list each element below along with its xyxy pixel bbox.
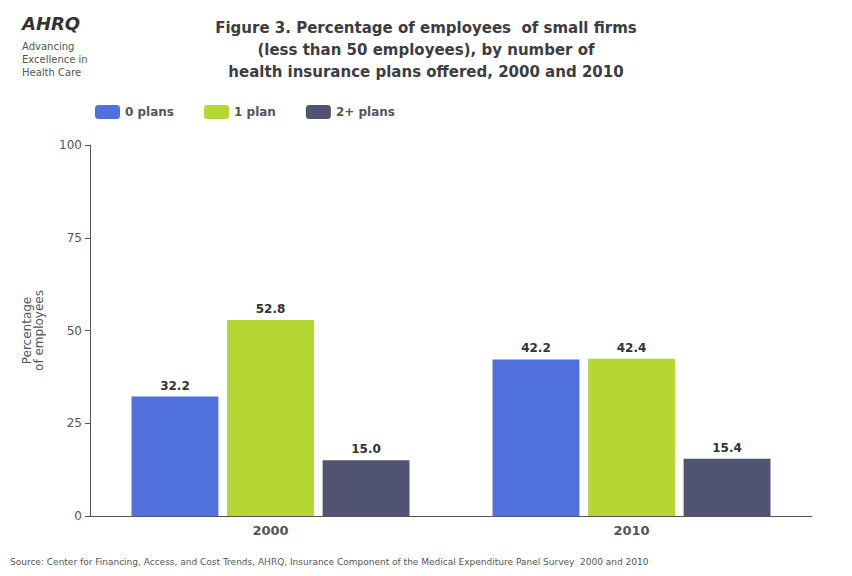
- svg-text:(less than 50 employees), by n: (less than 50 employees), by number of: [257, 41, 595, 59]
- svg-text:0: 0: [74, 509, 82, 523]
- svg-text:2+ plans: 2+ plans: [336, 105, 395, 119]
- svg-text:25: 25: [67, 416, 82, 430]
- svg-text:50: 50: [67, 324, 82, 338]
- svg-text:Figure 3. Percentage of employ: Figure 3. Percentage of employees of sma…: [215, 19, 637, 37]
- svg-text:Source: Center for Financing,: Source: Center for Financing, Access, an…: [10, 557, 649, 567]
- svg-text:Percentage: Percentage: [20, 296, 34, 365]
- svg-text:100: 100: [59, 138, 82, 152]
- svg-text:15.0: 15.0: [351, 442, 381, 456]
- svg-text:AHRQ: AHRQ: [20, 13, 80, 34]
- svg-text:health insurance plans offered: health insurance plans offered, 2000 and…: [228, 63, 623, 81]
- svg-text:15.4: 15.4: [712, 441, 742, 455]
- svg-text:2000: 2000: [252, 523, 288, 538]
- svg-text:52.8: 52.8: [256, 302, 286, 316]
- svg-text:0 plans: 0 plans: [125, 105, 174, 119]
- svg-text:75: 75: [67, 231, 82, 245]
- svg-text:of employees: of employees: [32, 290, 46, 371]
- svg-text:42.4: 42.4: [617, 341, 647, 355]
- svg-text:42.2: 42.2: [521, 341, 551, 355]
- svg-text:Advancing: Advancing: [22, 41, 74, 52]
- svg-text:32.2: 32.2: [160, 379, 190, 393]
- svg-text:2010: 2010: [613, 523, 649, 538]
- svg-text:Health Care: Health Care: [22, 67, 81, 78]
- svg-text:Excellence in: Excellence in: [22, 54, 88, 65]
- svg-text:1 plan: 1 plan: [234, 105, 276, 119]
